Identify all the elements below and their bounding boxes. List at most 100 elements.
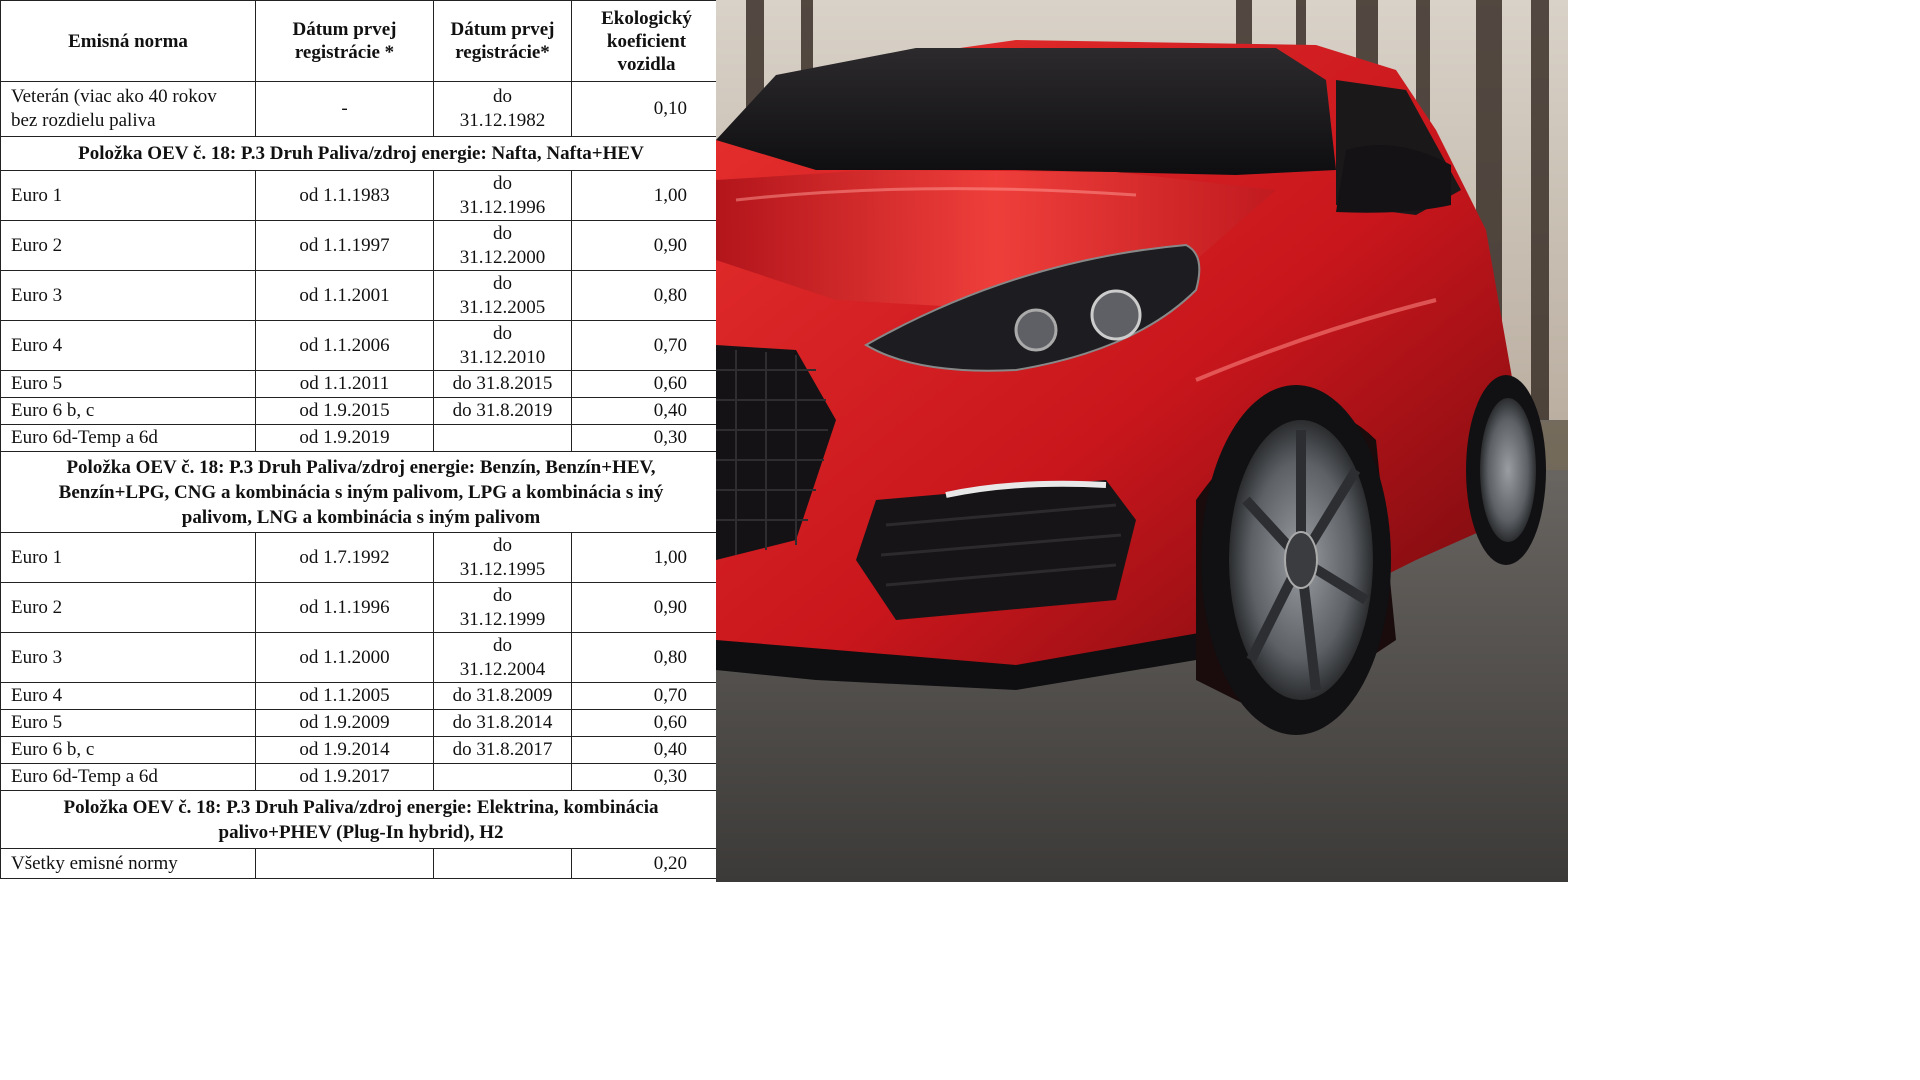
- front-wheel: [1201, 385, 1391, 735]
- section-title-petrol-line2: Benzín+LPG, CNG a kombinácia s iným pali…: [58, 481, 664, 503]
- table-row: Euro 5 od 1.9.2009 do 31.8.2014 0,60: [0, 709, 716, 737]
- table-row: Euro 1 od 1.7.1992 do 31.12.1995 1,00: [0, 532, 716, 583]
- table-row: Euro 3 od 1.1.2000 do 31.12.2004 0,80: [0, 632, 716, 683]
- cell-norm: Všetky emisné normy: [0, 848, 256, 879]
- cell-from: [255, 848, 434, 879]
- cell-to: [433, 424, 572, 452]
- hood-reflection: [735, 187, 1137, 202]
- table-row: Euro 5 od 1.1.2011 do 31.8.2015 0,60: [0, 370, 716, 398]
- cell-to: [433, 763, 572, 791]
- cell-to: do 31.8.2009: [433, 682, 572, 710]
- cell-coefficient: 0,30: [571, 763, 716, 791]
- cell-to: [433, 848, 572, 879]
- body-reflection: [1195, 298, 1437, 382]
- header-first-registration-from: Dátum prvej registrácie *: [255, 0, 434, 82]
- cell-from: od 1.1.2001: [255, 270, 434, 321]
- table-row: Euro 6d-Temp a 6d od 1.9.2019 0,30: [0, 424, 716, 452]
- section-row-diesel: Položka OEV č. 18: P.3 Druh Paliva/zdroj…: [0, 136, 716, 171]
- section-row-electric: Položka OEV č. 18: P.3 Druh Paliva/zdroj…: [0, 790, 716, 849]
- cell-coefficient: 1,00: [571, 170, 716, 221]
- cell-norm: Euro 6 b, c: [0, 397, 256, 425]
- section-title-petrol: Položka OEV č. 18: P.3 Druh Paliva/zdroj…: [0, 451, 716, 533]
- cell-coefficient: 0,30: [571, 424, 716, 452]
- cell-coefficient: 0,40: [571, 736, 716, 764]
- cell-coefficient: 0,80: [571, 270, 716, 321]
- headlight-lens-2: [1090, 289, 1142, 341]
- cell-coefficient: 0,40: [571, 397, 716, 425]
- cell-norm: Euro 6 b, c: [0, 736, 256, 764]
- cell-norm: Veterán (viac ako 40 rokov bez rozdielu …: [0, 81, 256, 137]
- cell-from: od 1.9.2019: [255, 424, 434, 452]
- table-row: Euro 4 od 1.1.2005 do 31.8.2009 0,70: [0, 682, 716, 710]
- drl-strip: [945, 480, 1107, 498]
- petrol-rows: Euro 1 od 1.7.1992 do 31.12.1995 1,00 Euro 2…: [0, 532, 716, 791]
- cell-from: od 1.1.1983: [255, 170, 434, 221]
- cell-from: od 1.9.2009: [255, 709, 434, 737]
- cell-coefficient: 0,70: [571, 682, 716, 710]
- cell-from: od 1.1.2005: [255, 682, 434, 710]
- table-row: Euro 2 od 1.1.1997 do 31.12.2000 0,90: [0, 220, 716, 271]
- cell-norm: Euro 4: [0, 682, 256, 710]
- intake-slats: [880, 503, 1122, 587]
- table-row: Všetky emisné normy 0,20: [0, 848, 716, 879]
- car-photo: [716, 0, 1568, 882]
- windshield: [716, 48, 1336, 175]
- cell-to: do 31.12.2004: [433, 632, 572, 683]
- cell-from: od 1.1.1996: [255, 582, 434, 633]
- lower-air-intake: [856, 480, 1136, 620]
- cell-to: do 31.8.2017: [433, 736, 572, 764]
- cell-to: do 31.12.1999: [433, 582, 572, 633]
- diesel-rows: Euro 1 od 1.1.1983 do 31.12.1996 1,00 Euro 2…: [0, 170, 716, 452]
- cell-coefficient: 0,20: [571, 848, 716, 879]
- front-splitter: [716, 630, 1226, 690]
- cell-to: do 31.12.2005: [433, 270, 572, 321]
- cell-coefficient: 0,10: [571, 81, 716, 137]
- cell-norm: Euro 2: [0, 582, 256, 633]
- cell-coefficient: 0,90: [571, 220, 716, 271]
- table-row: Euro 6d-Temp a 6d od 1.9.2017 0,30: [0, 763, 716, 791]
- cell-to: do 31.12.2000: [433, 220, 572, 271]
- cell-norm: Euro 1: [0, 532, 256, 583]
- cell-to: do 31.8.2019: [433, 397, 572, 425]
- cell-to: do 31.12.1995: [433, 532, 572, 583]
- table-row: Euro 1 od 1.1.1983 do 31.12.1996 1,00: [0, 170, 716, 221]
- cell-to: do 31.8.2015: [433, 370, 572, 398]
- headlight-lens-1: [1014, 308, 1058, 352]
- electric-rows: Všetky emisné normy 0,20: [0, 848, 716, 879]
- section-title-electric-line2: palivo+PHEV (Plug-In hybrid), H2: [218, 821, 504, 843]
- cell-norm: Euro 1: [0, 170, 256, 221]
- cell-from: od 1.1.2011: [255, 370, 434, 398]
- cell-norm: Euro 2: [0, 220, 256, 271]
- cell-from: od 1.1.2006: [255, 320, 434, 371]
- cell-from: -: [255, 81, 434, 137]
- cell-from: od 1.1.2000: [255, 632, 434, 683]
- section-title-petrol-line1: Položka OEV č. 18: P.3 Druh Paliva/zdroj…: [66, 456, 656, 478]
- grille-pattern: [716, 350, 828, 555]
- table: Emisná norma Dátum prvej registrácie * D…: [0, 0, 716, 879]
- front-grille: [716, 345, 836, 560]
- cell-coefficient: 0,60: [571, 709, 716, 737]
- section-row-petrol: Položka OEV č. 18: P.3 Druh Paliva/zdroj…: [0, 451, 716, 533]
- cell-from: od 1.9.2014: [255, 736, 434, 764]
- red-car-illustration: [716, 0, 1568, 882]
- cell-from: od 1.7.1992: [255, 532, 434, 583]
- cell-norm: Euro 3: [0, 632, 256, 683]
- header-eco-coefficient: Ekologický koeficient vozidla: [571, 0, 716, 82]
- cell-coefficient: 0,70: [571, 320, 716, 371]
- header-emission-norm: Emisná norma: [0, 0, 256, 82]
- cell-from: od 1.1.1997: [255, 220, 434, 271]
- cell-norm: Euro 5: [0, 709, 256, 737]
- table-row: Euro 3 od 1.1.2001 do 31.12.2005 0,80: [0, 270, 716, 321]
- cell-to: do 31.12.1982: [433, 81, 572, 137]
- cell-to: do 31.12.1996: [433, 170, 572, 221]
- cell-coefficient: 1,00: [571, 532, 716, 583]
- cell-norm: Euro 3: [0, 270, 256, 321]
- cell-coefficient: 0,60: [571, 370, 716, 398]
- table-row: Euro 4 od 1.1.2006 do 31.12.2010 0,70: [0, 320, 716, 371]
- composite-image: Emisná norma Dátum prvej registrácie * D…: [0, 0, 1568, 882]
- section-title-petrol-line3: palivom, LNG a kombinácia s iným palivom: [181, 506, 541, 528]
- cell-norm: Euro 4: [0, 320, 256, 371]
- header-first-registration-to: Dátum prvej registrácie*: [433, 0, 572, 82]
- cell-norm: Euro 6d-Temp a 6d: [0, 763, 256, 791]
- table-row: Euro 6 b, c od 1.9.2014 do 31.8.2017 0,40: [0, 736, 716, 764]
